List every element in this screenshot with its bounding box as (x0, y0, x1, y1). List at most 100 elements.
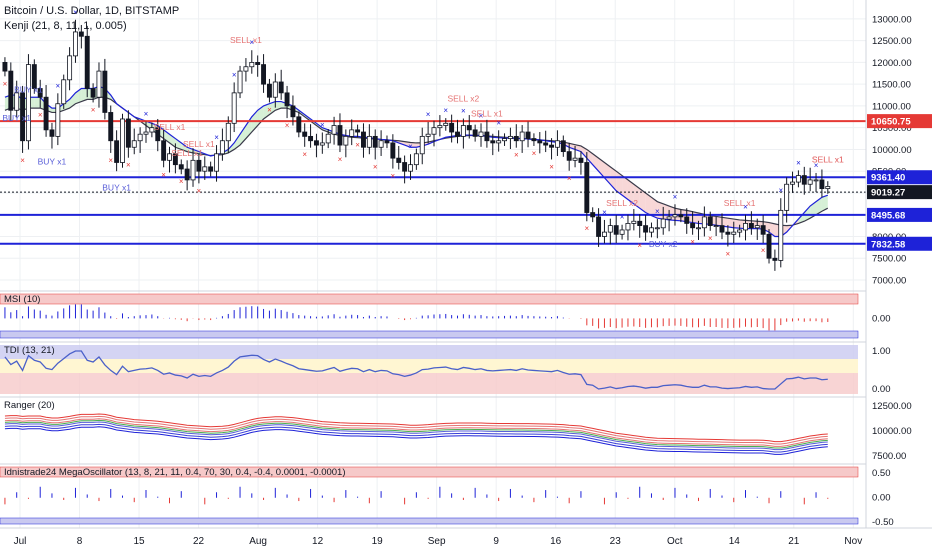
candle-body (807, 179, 813, 185)
level-tag-label: 9019.27 (871, 188, 905, 199)
panel-tick-label: 0.50 (872, 468, 891, 479)
candle-body (343, 135, 349, 146)
candle-body (55, 103, 61, 137)
candle-body (696, 227, 701, 230)
time-tick-label: 22 (193, 536, 205, 547)
candle-body (566, 151, 572, 161)
time-tick-label: 9 (493, 536, 499, 547)
candle-body (249, 62, 255, 68)
candle-body (778, 209, 784, 261)
candle-body (737, 229, 743, 233)
signal-label: SELL x1 (154, 122, 186, 132)
candle-body (572, 157, 578, 161)
signal-x-marker: × (814, 161, 819, 170)
signal-x-marker: × (126, 161, 131, 170)
candle-body (167, 153, 172, 161)
time-axis[interactable]: Jul 8 15 22 Aug 12 19 Sep 9 16 23 Oct 14 21 Nov (0, 527, 932, 547)
candle-body (654, 227, 660, 230)
signal-x-marker: × (391, 172, 396, 181)
time-tick-label: 8 (77, 536, 83, 547)
panel-tick-label: 10000.00 (872, 426, 912, 437)
price-tick-label: 7500.00 (872, 254, 906, 265)
candle-body (478, 131, 484, 137)
candle-body (455, 131, 460, 137)
candle-body (231, 92, 237, 124)
candle-body (349, 129, 355, 137)
signal-x-marker: × (708, 234, 713, 243)
signal-x-marker: × (567, 174, 572, 183)
signal-label: BUY x1 (38, 156, 67, 166)
candle-body (725, 231, 731, 235)
kenji-fast-line (4, 85, 829, 238)
tdi-line (4, 350, 828, 390)
cloud-segment (63, 99, 70, 111)
candle-body (690, 223, 696, 229)
candle-body (319, 142, 325, 146)
candle-body (61, 79, 67, 105)
candle-body (8, 70, 14, 111)
price-axis[interactable]: 13000.00 12500.00 12000.00 11500.00 11000.00… (865, 0, 932, 550)
panel-tick-label: 0.00 (872, 493, 891, 504)
candle-body (578, 157, 584, 163)
time-tick-label: 16 (550, 536, 562, 547)
cloud-segment (622, 175, 628, 200)
signal-label: SELL x2 (447, 94, 479, 104)
candle-body (795, 175, 801, 183)
candle-body (196, 159, 202, 172)
cloud-segment (692, 211, 699, 224)
candle-body (660, 218, 666, 229)
candle-body (125, 118, 131, 148)
signal-x-marker: × (38, 111, 43, 120)
candle-body (114, 140, 120, 163)
cloud-segment (81, 88, 88, 102)
level-tag (867, 170, 932, 185)
candle-body (748, 223, 754, 229)
candle-body (378, 140, 384, 148)
cloud-segment (663, 203, 670, 220)
candle-body (308, 135, 314, 142)
candle-body (255, 62, 261, 65)
indicator-title[interactable]: Kenji (21, 8, 11, 1, 0.005) (4, 20, 127, 32)
candle-body (472, 129, 478, 137)
signal-x-marker: × (443, 106, 448, 115)
candle-body (431, 127, 437, 135)
cloud-segment (722, 217, 728, 227)
candle-body (707, 216, 713, 226)
time-tick-label: 19 (372, 536, 384, 547)
candle-body (590, 212, 596, 218)
signal-x-marker: × (73, 8, 78, 17)
time-tick-label: Nov (844, 536, 862, 547)
candle-body (666, 216, 672, 220)
cloud-segment (627, 179, 634, 204)
signal-x-marker: × (584, 224, 589, 233)
time-tick-label: Oct (667, 536, 683, 547)
signal-x-marker: × (3, 79, 8, 88)
candle-body (502, 138, 507, 142)
candle-body (678, 214, 684, 218)
candle-body (90, 88, 96, 98)
candle-body (819, 179, 825, 190)
candle-body (178, 164, 184, 170)
candle-body (208, 166, 214, 172)
cloud-segment (804, 206, 811, 222)
candle-body (672, 214, 678, 218)
candle-body (637, 220, 643, 227)
candle-body (625, 223, 631, 231)
candle-body (443, 122, 449, 126)
ranger-band (4, 418, 828, 447)
price-tick-label: 11000.00 (872, 101, 911, 112)
signal-x-marker: × (408, 142, 413, 151)
candle-body (825, 186, 831, 190)
level-tag-label: 9361.40 (871, 173, 905, 184)
candle-body (754, 225, 760, 229)
tdi-lower-zone (0, 373, 858, 394)
ranger-band (4, 423, 828, 453)
candle-body (460, 125, 466, 137)
candle-body (413, 153, 419, 166)
signal-x-marker: × (338, 155, 343, 164)
candle-body (337, 125, 343, 146)
candle-body (149, 127, 155, 133)
candle-body (284, 92, 290, 107)
signal-x-marker: × (761, 246, 766, 255)
